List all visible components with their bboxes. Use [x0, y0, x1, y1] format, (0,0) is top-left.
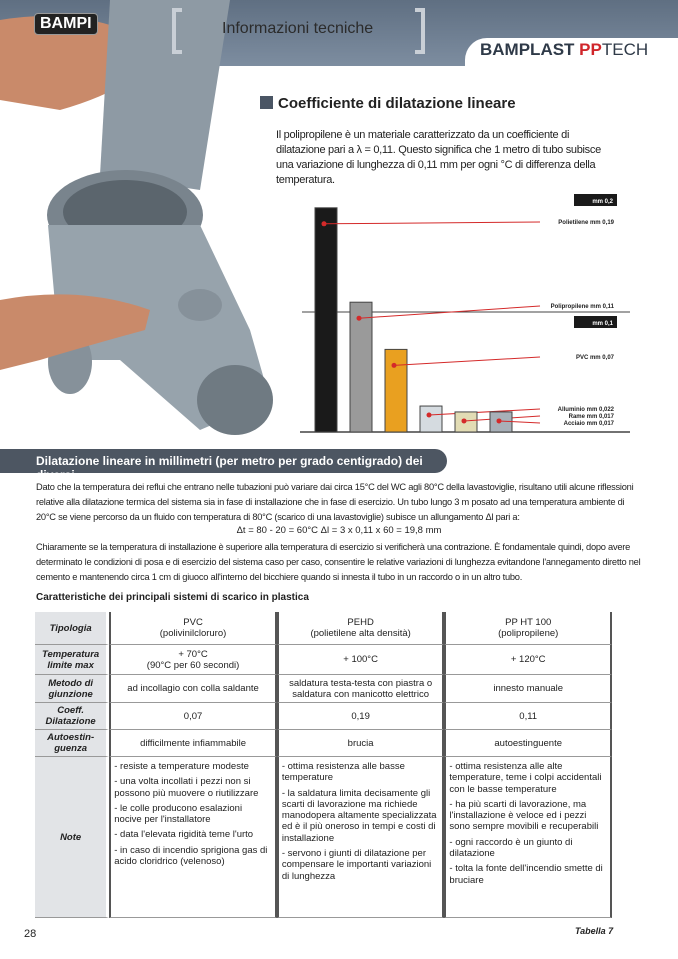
table-caption: Tabella 7 — [575, 926, 614, 936]
note-cell: - ottima resistenza alle alte temperatur… — [444, 757, 612, 918]
bar-pvc — [384, 348, 408, 433]
table-cell: difficilmente infiammabile — [109, 730, 277, 757]
note-item: - le colle producono esalazioni nocive p… — [114, 802, 243, 826]
reference-badge — [574, 316, 617, 328]
intro-paragraph: Il polipropilene è un materiale caratter… — [276, 129, 601, 186]
data-label: PVC mm 0,07 — [576, 355, 615, 361]
row-label: Coeff. Dilatazione — [35, 703, 110, 730]
note-item: - una volta incollati i pezzi non si pos… — [114, 776, 259, 799]
table-cell: ad incollagio con colla saldante — [109, 675, 277, 703]
table-title: Caratteristiche dei principali sistemi d… — [36, 592, 309, 603]
paragraph-1: Dato che la temperatura dei reflui che e… — [36, 482, 634, 522]
leader-line — [498, 420, 541, 424]
data-label: Rame mm 0,017 — [569, 414, 615, 420]
table-cell: + 100°C — [276, 645, 445, 675]
note-item: - data l'elevata rigidità teme l'urto — [114, 829, 254, 841]
data-point-marker — [321, 221, 327, 227]
table-row: Autoestin-guenza difficilmente infiammabi… — [35, 730, 612, 757]
table-cell: PP HT 100 (polipropilene) — [444, 612, 612, 645]
table-cell: autoestinguente — [444, 730, 612, 757]
data-label: Polietilene mm 0,19 — [558, 220, 614, 226]
brand-tab — [465, 38, 678, 68]
table-row: Metodo di giunzione ad incollagio con col… — [35, 675, 612, 703]
table-cell: 0,07 — [109, 703, 277, 730]
row-label: Temperatura limite max — [35, 645, 110, 675]
note-item: - ottima resistenza alle basse temperatu… — [281, 761, 405, 784]
formula: Δt = 80 - 20 = 60°C Δl = 3 x 0,11 x 60 =… — [236, 525, 442, 536]
data-point-marker — [356, 315, 362, 321]
brand-tech: TECH — [601, 40, 649, 59]
bracket-left — [172, 8, 182, 54]
table-cell: PVC (polivinilcloruro) — [109, 612, 277, 645]
table-cell: PEHD (polietilene alta densità) — [276, 612, 445, 645]
data-point-marker — [496, 418, 502, 424]
brand-title: BAMPLAST PPTECH — [480, 40, 648, 60]
note-item: - servono i giunti di dilatazione per co… — [281, 848, 432, 882]
table-cell: + 120°C — [444, 645, 612, 675]
table-cell: 0,11 — [444, 703, 612, 730]
bar-alluminio — [419, 405, 443, 433]
note-cell: - resiste a temperature modeste - una vol… — [109, 757, 277, 918]
note-cell: - ottima resistenza alle basse temperatu… — [276, 757, 445, 918]
reference-badge — [574, 194, 617, 206]
leader-line — [358, 305, 541, 319]
row-label: Note — [35, 757, 110, 918]
bracket-right — [415, 8, 425, 54]
note-item: - in caso di incendio sprigiona gas di a… — [114, 844, 268, 868]
leader-line — [323, 221, 541, 225]
table-row: Coeff. Dilatazione 0,07 0,19 0,11 — [35, 703, 612, 730]
row-label: Autoestin-guenza — [35, 730, 110, 757]
brand-main: BAMPLAST — [480, 40, 580, 59]
leader-line — [428, 408, 541, 416]
row-label: Tipologia — [35, 612, 110, 645]
data-label: Alluminio mm 0,022 — [558, 407, 615, 413]
dilatation-chart: mm 0,2 mm 0,1 Polietilene mm 0,19 Polipropi… — [300, 194, 630, 433]
table-cell: 0,19 — [276, 703, 445, 730]
brand-pp: PP — [579, 40, 602, 59]
section-title: Informazioni tecniche — [222, 20, 374, 37]
note-item: - resiste a temperature modeste — [114, 761, 249, 772]
note-item: - la saldatura limita decisamente gli sc… — [281, 787, 437, 844]
section-heading: Coefficiente di dilatazione lineare — [260, 95, 516, 112]
table-row: Temperatura limite max + 70°C (90°C per 6… — [35, 645, 612, 675]
table-cell: brucia — [276, 730, 445, 757]
note-item: - ha più scarti di lavorazione, ma l'ins… — [449, 798, 599, 833]
data-label: Acciaio mm 0,017 — [564, 421, 615, 427]
note-item: - ottima resistenza alle alte temperatur… — [449, 761, 602, 795]
note-item: - tolta la fonte dell'incendio smette di… — [449, 863, 603, 886]
table-row-notes: Note - resiste a temperature modeste - una… — [35, 757, 612, 918]
data-point-marker — [391, 362, 397, 368]
paragraph-2: Chiaramente se la temperatura di install… — [36, 542, 641, 582]
band-title: Dilatazione lineare in millimetri (per m… — [0, 449, 447, 482]
bar-polietilene — [314, 207, 338, 433]
reference-label: mm 0,1 — [592, 321, 613, 327]
heading-text: Coefficiente di dilatazione lineare — [278, 95, 516, 112]
data-label: Polipropilene mm 0,11 — [551, 304, 615, 310]
bar-polipropilene — [349, 301, 373, 433]
comparison-table: Tipologia PVC (polivinilcloruro) PEHD (pol… — [35, 612, 612, 918]
row-label: Metodo di giunzione — [35, 675, 110, 703]
bampi-logo: BAMPI — [34, 13, 98, 35]
data-point-marker — [426, 412, 432, 418]
pipe-photo — [0, 0, 273, 435]
table-cell: innesto manuale — [444, 675, 612, 703]
leader-line — [393, 356, 541, 366]
table-cell: saldatura testa-testa con piastra o sald… — [276, 675, 445, 703]
table-cell: + 70°C (90°C per 60 secondi) — [109, 645, 277, 675]
reference-label: mm 0,2 — [592, 199, 613, 205]
page-number: 28 — [24, 928, 37, 940]
note-item: - ogni raccordo è un giunto di dilatazio… — [449, 836, 573, 860]
table-row: Tipologia PVC (polivinilcloruro) PEHD (pol… — [35, 612, 612, 645]
data-point-marker — [461, 418, 467, 424]
square-bullet-icon — [260, 96, 273, 109]
